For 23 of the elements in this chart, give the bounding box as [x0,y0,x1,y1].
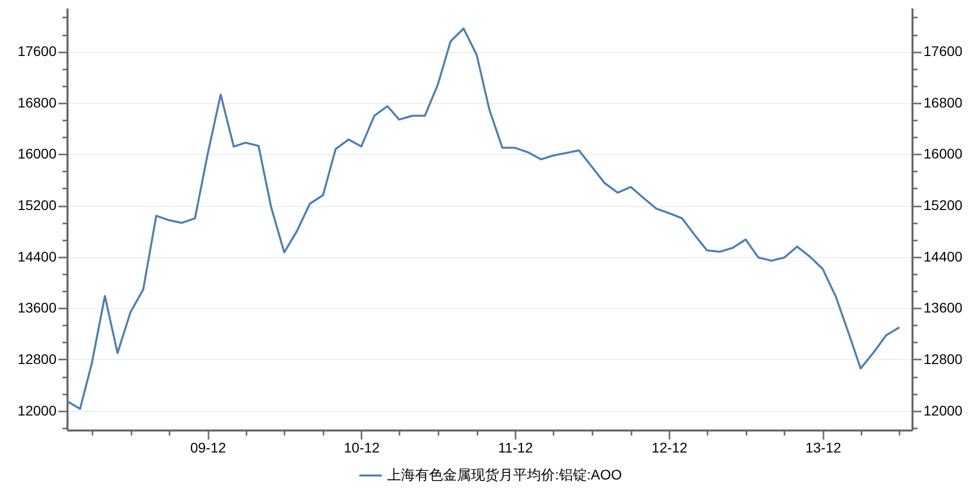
y2-tick-label: 15200 [924,197,963,214]
y-tick-label: 15200 [18,197,57,214]
y-tick-label: 16800 [18,94,57,110]
line-series [66,28,900,410]
legend-label: 上海有色金属现货月平均价:铝锭:AOO [387,466,622,482]
y-tick-label: 12800 [18,350,57,367]
x-tick-label: 10-12 [344,440,380,456]
y2-tick-label: 13600 [924,300,963,316]
x-tick-label: 12-12 [652,440,688,456]
y-tick-label: 16000 [18,146,57,162]
x-tick-label: 13-12 [805,440,842,456]
y-tick-label: 17600 [18,43,57,60]
y2-tick-label: 14400 [924,248,963,264]
y2-tick-label: 12800 [924,350,963,367]
y2-tick-label: 12000 [924,402,963,418]
x-tick-label: 11-12 [498,440,534,456]
y2-tick-label: 16000 [924,146,963,162]
y2-tick-label: 17600 [924,43,963,60]
y-tick-label: 14400 [18,248,57,264]
y-tick-label: 12000 [18,402,57,418]
y2-tick-label: 16800 [924,94,963,110]
y-tick-label: 13600 [18,300,57,316]
x-tick-label: 09-12 [190,440,226,456]
